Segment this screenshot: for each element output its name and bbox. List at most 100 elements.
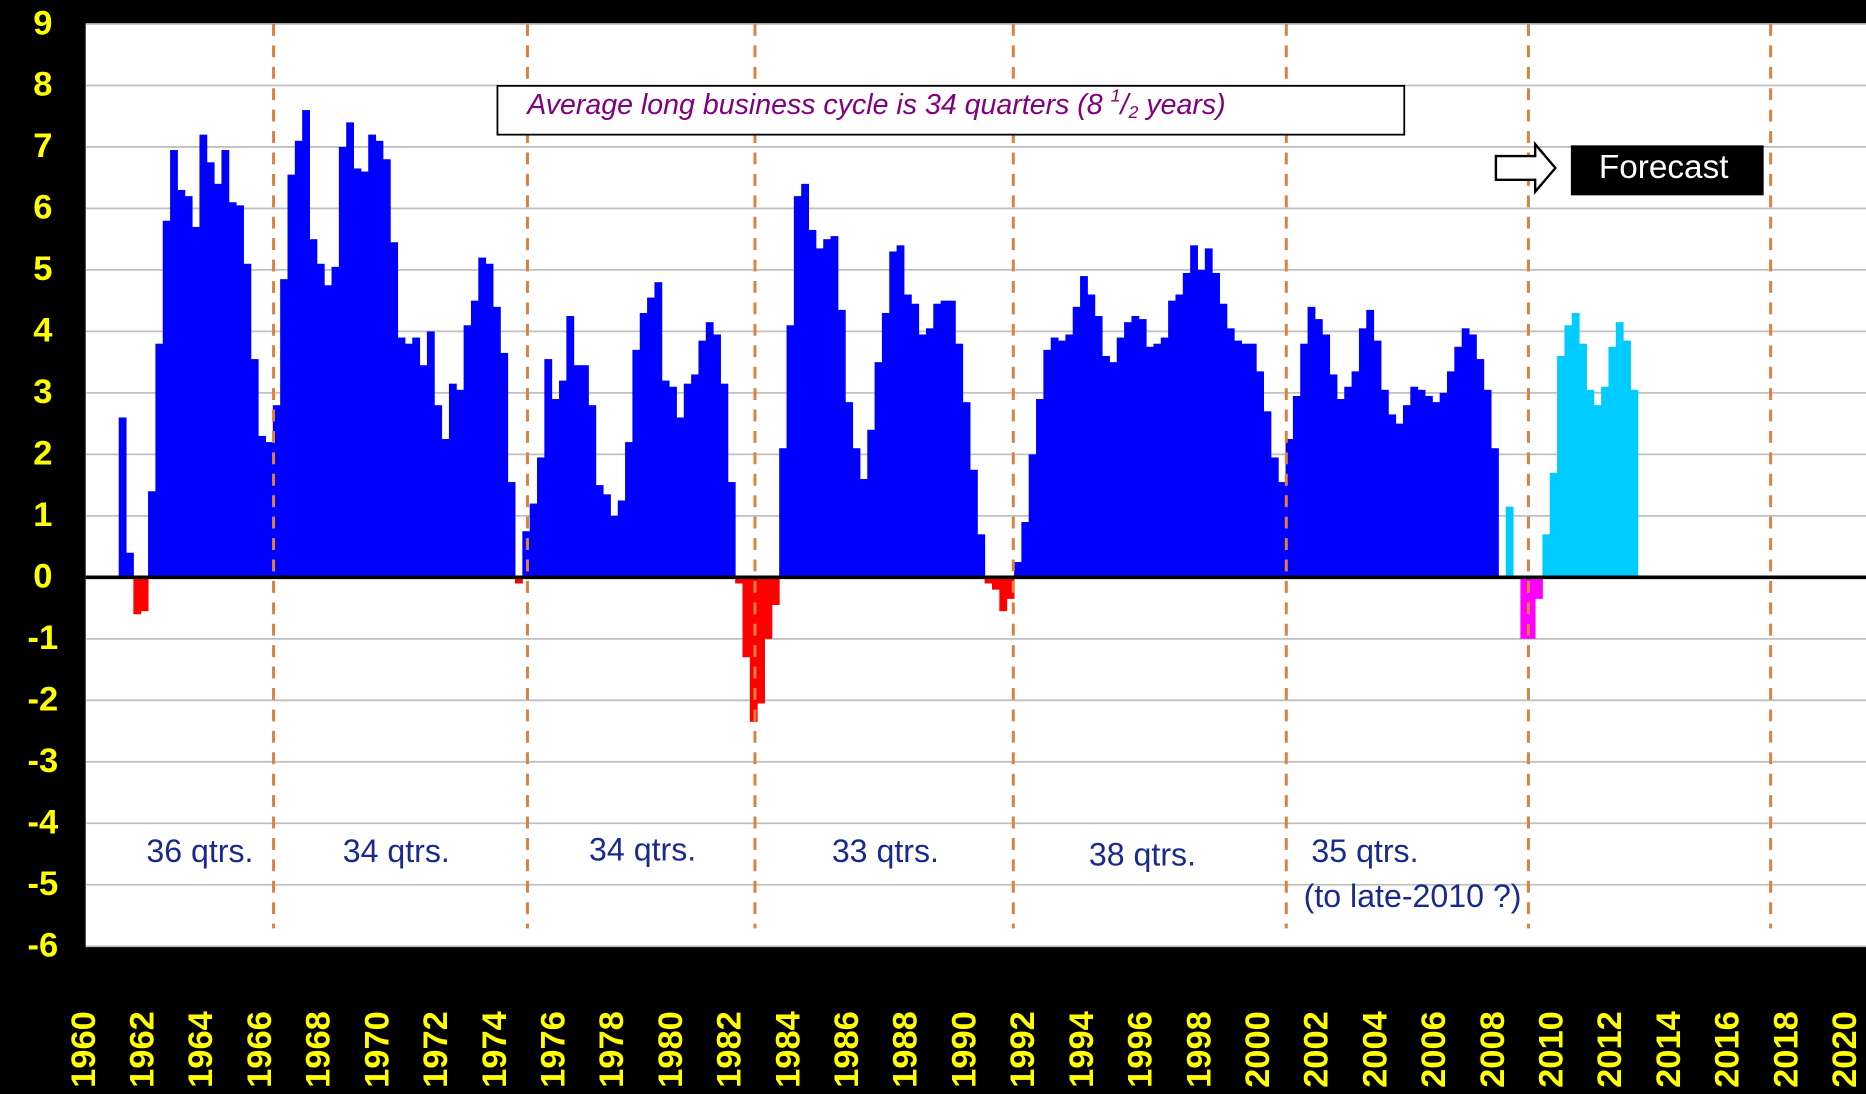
y-tick-label: 2 <box>33 435 52 473</box>
bar <box>1131 316 1140 578</box>
bar <box>881 312 890 578</box>
bar <box>551 399 560 578</box>
bar <box>610 515 619 578</box>
bar <box>1190 245 1198 578</box>
note-slash: / <box>1119 89 1132 121</box>
bar <box>537 457 545 578</box>
bar <box>588 405 597 578</box>
bar <box>1417 389 1426 578</box>
bar <box>338 146 347 578</box>
bar <box>1395 423 1404 578</box>
bar <box>1476 359 1485 578</box>
bar <box>382 159 391 578</box>
bar <box>874 362 883 578</box>
y-tick-label: 9 <box>33 4 52 42</box>
bar <box>544 359 553 578</box>
x-tick-label: 2014 <box>1650 1011 1688 1088</box>
bar <box>1094 316 1103 578</box>
bar <box>918 334 927 578</box>
bar <box>779 448 788 578</box>
bar <box>1535 577 1543 599</box>
bar <box>1219 303 1228 578</box>
bar <box>1248 343 1257 578</box>
bar <box>955 343 964 578</box>
cycle-label: 38 qtrs. <box>1089 836 1196 872</box>
bar <box>1491 448 1499 578</box>
bar <box>272 405 281 578</box>
x-tick-label: 1980 <box>652 1011 690 1088</box>
x-tick-label: 1964 <box>182 1011 220 1088</box>
bar <box>1182 272 1191 578</box>
bar <box>478 257 487 578</box>
bar <box>419 365 428 578</box>
bar <box>595 485 604 578</box>
bar <box>126 552 134 578</box>
bar <box>573 365 582 578</box>
bar <box>1080 276 1088 578</box>
bar <box>764 577 773 639</box>
bar <box>155 343 164 578</box>
forecast-label: Forecast <box>1599 149 1729 186</box>
bar <box>625 442 633 578</box>
y-tick-label: 4 <box>33 312 52 350</box>
bar <box>1036 399 1044 578</box>
bar <box>1138 319 1147 578</box>
note-sub: 2 <box>1127 102 1138 122</box>
bar <box>162 220 171 578</box>
bar <box>1424 395 1433 578</box>
bar <box>903 294 912 578</box>
bar <box>1366 309 1375 578</box>
bar <box>1557 355 1565 578</box>
y-tick-label: -5 <box>27 865 58 903</box>
bar <box>1168 300 1176 578</box>
bar <box>757 577 765 704</box>
cycle-label: 34 qtrs. <box>343 833 450 869</box>
note: Average long business cycle is 34 quarte… <box>525 85 1225 122</box>
cycle-label: 34 qtrs. <box>589 832 696 868</box>
x-tick-label: 1984 <box>769 1011 807 1088</box>
bar <box>265 442 274 578</box>
bar <box>1028 454 1037 578</box>
bar <box>243 263 252 578</box>
bar <box>236 205 244 578</box>
bar <box>1043 349 1052 578</box>
x-tick-label: 1960 <box>65 1011 103 1088</box>
bar <box>1322 334 1331 578</box>
bar <box>676 417 685 578</box>
bar <box>133 577 142 615</box>
bar <box>1527 577 1536 639</box>
bar <box>713 334 721 578</box>
bar <box>1329 374 1338 578</box>
bar <box>669 386 677 578</box>
bar <box>140 577 149 612</box>
bar <box>522 531 531 578</box>
bar <box>346 122 355 578</box>
bar <box>1285 439 1294 578</box>
bar <box>1065 334 1074 578</box>
bar <box>1623 340 1631 578</box>
bar <box>514 577 523 584</box>
x-tick-label: 1962 <box>124 1011 162 1088</box>
bar <box>177 189 186 578</box>
bar <box>654 282 663 578</box>
bar <box>1050 337 1059 578</box>
bar <box>214 183 222 578</box>
x-tick-label: 1992 <box>1004 1011 1042 1088</box>
bar <box>603 494 611 578</box>
y-tick-label: -4 <box>27 804 58 842</box>
bar <box>1454 346 1463 578</box>
bar <box>199 134 208 578</box>
bar <box>1461 328 1470 578</box>
bar <box>823 239 832 578</box>
bar <box>470 300 479 578</box>
bar <box>977 534 986 578</box>
bar <box>1300 343 1309 578</box>
x-tick-label: 2020 <box>1826 1011 1864 1088</box>
bar <box>617 500 626 578</box>
x-tick-label: 2018 <box>1767 1011 1805 1088</box>
bar <box>566 316 575 578</box>
bar <box>742 577 751 658</box>
bar <box>940 300 949 578</box>
bar <box>845 402 854 578</box>
